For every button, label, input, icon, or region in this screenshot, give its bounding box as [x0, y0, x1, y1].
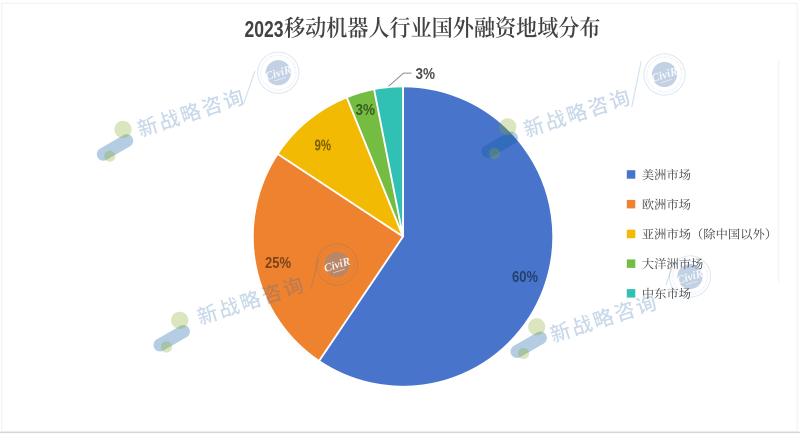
svg-text:3%: 3%	[416, 66, 436, 83]
svg-text:3%: 3%	[356, 102, 376, 119]
svg-text:25%: 25%	[265, 255, 291, 272]
svg-text:9%: 9%	[315, 138, 332, 155]
svg-text:2023: 2023	[245, 16, 284, 42]
svg-text:60%: 60%	[512, 269, 538, 286]
